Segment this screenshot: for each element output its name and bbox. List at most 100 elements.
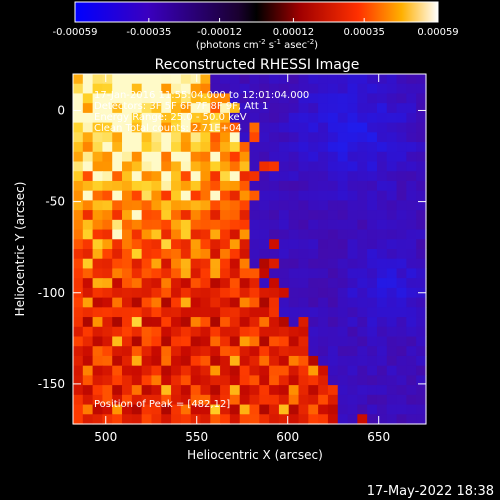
heatmap-cell [210, 385, 221, 396]
heatmap-cell [239, 132, 251, 143]
heatmap-cell [171, 278, 182, 289]
heatmap-cell [416, 83, 427, 95]
heatmap-cell [357, 355, 368, 367]
heatmap-cell [249, 239, 260, 250]
heatmap-cell [102, 219, 113, 231]
heatmap-cell [406, 394, 417, 406]
heatmap-cell [200, 93, 211, 104]
heatmap-cell [269, 239, 280, 250]
heatmap-cell [73, 210, 84, 221]
heatmap-cell [337, 268, 349, 279]
heatmap-cell [161, 336, 172, 347]
heatmap-cell [337, 219, 349, 231]
heatmap-cell [318, 336, 329, 347]
heatmap-cell [131, 74, 143, 85]
heatmap-cell [92, 200, 104, 211]
heatmap-cell [151, 112, 162, 124]
heatmap-cell [102, 365, 113, 376]
heatmap-cell [308, 365, 319, 376]
heatmap-cell [102, 83, 113, 95]
heatmap-cell [200, 180, 211, 192]
heatmap-cell [161, 394, 172, 406]
heatmap-cell [278, 365, 290, 376]
heatmap-cell [308, 142, 319, 153]
heatmap-cell [318, 355, 329, 367]
heatmap-cell [298, 375, 309, 386]
heatmap-cell [337, 365, 349, 376]
heatmap-cell [229, 385, 241, 396]
heatmap-cell [406, 375, 417, 386]
heatmap-cell [151, 326, 162, 338]
heatmap-cell [229, 142, 241, 153]
heatmap-cell [406, 132, 417, 143]
heatmap-cell [131, 180, 143, 192]
heatmap-cell [249, 317, 260, 328]
heatmap-cell [200, 74, 211, 85]
heatmap-cell [102, 122, 113, 133]
heatmap-cell [82, 307, 94, 318]
heatmap-cell [327, 365, 339, 376]
heatmap-cell [376, 375, 388, 386]
heatmap-cell [416, 365, 427, 376]
heatmap-cell [347, 268, 358, 279]
heatmap-cell [73, 326, 84, 338]
heatmap-cell [337, 151, 349, 163]
heatmap-cell [347, 122, 358, 133]
heatmap-cell [171, 210, 182, 221]
heatmap-cell [327, 258, 339, 270]
heatmap-cell [200, 122, 211, 133]
heatmap-cell [229, 336, 241, 347]
heatmap-cell [308, 268, 319, 279]
heatmap-cell [259, 365, 270, 376]
heatmap-cell [112, 317, 123, 328]
heatmap-cell [318, 404, 329, 415]
heatmap-cell [318, 83, 329, 95]
heatmap-cell [269, 365, 280, 376]
heatmap-cell [416, 317, 427, 328]
heatmap-cell [210, 83, 221, 95]
heatmap-cell [347, 317, 358, 328]
heatmap-cell [141, 375, 153, 386]
heatmap-cell [92, 287, 104, 299]
heatmap-cell [406, 200, 417, 211]
heatmap-cell [210, 365, 221, 376]
heatmap-cell [288, 132, 300, 143]
heatmap-cell [190, 287, 202, 299]
heatmap-cell [386, 394, 398, 406]
heatmap-cell [229, 200, 241, 211]
heatmap-cell [82, 190, 94, 201]
heatmap-cell [102, 112, 113, 124]
heatmap-cell [269, 200, 280, 211]
heatmap-cell [406, 414, 417, 425]
heatmap-cell [102, 74, 113, 85]
heatmap-cell [367, 93, 378, 104]
heatmap-cell [229, 326, 241, 338]
heatmap-cell [210, 122, 221, 133]
heatmap-cell [269, 355, 280, 367]
heatmap-cell [210, 180, 221, 192]
heatmap-cell [367, 278, 378, 289]
heatmap-cell [327, 142, 339, 153]
heatmap-cell [190, 258, 202, 270]
heatmap-cell [318, 297, 329, 308]
heatmap-cell [122, 229, 133, 240]
heatmap-cell [298, 151, 309, 163]
heatmap-cell [318, 385, 329, 396]
heatmap-cell [376, 268, 388, 279]
heatmap-cell [337, 278, 349, 289]
heatmap-cell [151, 365, 162, 376]
heatmap-cell [190, 336, 202, 347]
heatmap-cell [229, 414, 241, 425]
heatmap-cell [288, 365, 300, 376]
heatmap-cell [131, 219, 143, 231]
heatmap-cell [259, 219, 270, 231]
heatmap-cell [151, 385, 162, 396]
heatmap-cell [367, 258, 378, 270]
heatmap-cell [92, 210, 104, 221]
heatmap-cell [259, 229, 270, 240]
heatmap-cell [220, 355, 231, 367]
heatmap-cell [308, 414, 319, 425]
heatmap-cell [190, 385, 202, 396]
heatmap-cell [278, 307, 290, 318]
heatmap-cell [141, 122, 153, 133]
